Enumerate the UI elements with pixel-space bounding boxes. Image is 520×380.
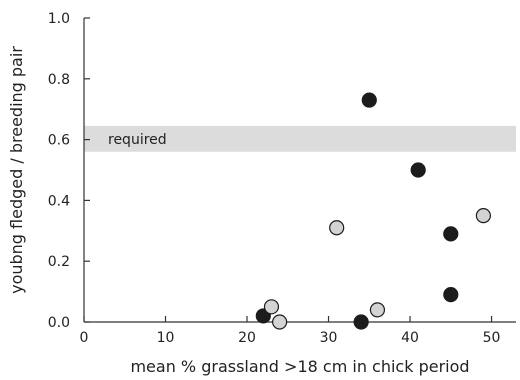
- x-ticks: 0 10 20 30 40 50: [80, 316, 501, 346]
- x-tick-label: 40: [401, 330, 419, 346]
- x-tick-label: 50: [483, 330, 501, 346]
- x-axis-title: mean % grassland >18 cm in chick period: [130, 357, 469, 376]
- x-tick-label: 10: [157, 330, 175, 346]
- data-point: [443, 226, 459, 242]
- axes: [83, 18, 516, 323]
- required-band-group: required: [84, 125, 516, 152]
- data-point: [361, 92, 377, 108]
- y-tick-label: 0.0: [48, 315, 70, 331]
- data-point: [272, 314, 288, 330]
- required-band: [84, 125, 516, 152]
- y-tick-label: 0.2: [48, 254, 70, 270]
- data-point: [369, 302, 386, 318]
- x-tick-label: 0: [80, 330, 89, 346]
- y-ticks: 0.0 0.2 0.4 0.6 0.8 1.0: [48, 11, 90, 331]
- data-point: [475, 208, 491, 224]
- y-tick-label: 0.6: [48, 133, 70, 149]
- y-axis-title: youbng fledged / breeding pair: [7, 46, 26, 294]
- y-tick-label: 0.4: [48, 193, 70, 209]
- data-points: [255, 92, 491, 330]
- y-tick-label: 1.0: [48, 11, 70, 27]
- x-tick-label: 30: [320, 330, 338, 346]
- data-point: [329, 220, 345, 236]
- data-point: [353, 314, 369, 330]
- data-point: [443, 287, 459, 303]
- data-point: [263, 299, 280, 315]
- x-tick-label: 20: [238, 330, 256, 346]
- y-tick-label: 0.8: [48, 72, 70, 88]
- data-point: [410, 162, 426, 178]
- required-band-label: required: [108, 132, 167, 148]
